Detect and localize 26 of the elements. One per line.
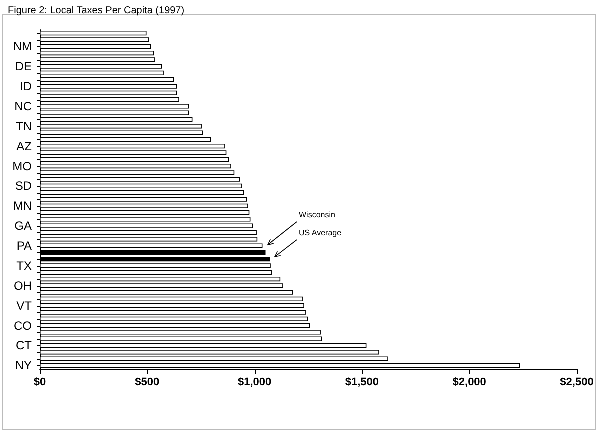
y-tick-label: AZ <box>16 139 32 154</box>
y-tick-label: VT <box>16 298 33 313</box>
x-tick-label: $0 <box>34 376 46 388</box>
annotation: US Average <box>299 228 342 238</box>
y-tick-label: GA <box>14 219 32 234</box>
x-tick-label: $1,000 <box>238 376 272 388</box>
y-tick-label: DE <box>15 60 32 74</box>
y-tick-label: OH <box>14 278 32 293</box>
x-tick-label: $500 <box>135 376 160 388</box>
y-tick-label: CO <box>14 318 32 333</box>
annotation: Wisconsin <box>299 210 336 220</box>
y-tick-label: PA <box>16 239 32 254</box>
y-tick-label: NY <box>15 358 32 373</box>
y-tick-label: NM <box>13 40 32 54</box>
y-tick-label: MN <box>13 199 32 214</box>
x-tick-label: $1,500 <box>345 376 380 388</box>
x-tick-label: $2,500 <box>560 376 594 388</box>
y-tick-label: NC <box>14 99 32 114</box>
y-tick-label: SD <box>15 179 32 194</box>
y-tick-label: MO <box>12 159 32 174</box>
y-tick-label: TN <box>16 119 32 134</box>
y-tick-label: TX <box>16 258 32 273</box>
x-tick-label: $2,000 <box>452 376 486 388</box>
y-tick-label: CT <box>16 338 33 353</box>
y-tick-label: ID <box>20 80 32 94</box>
chart-title: Figure 2: Local Taxes Per Capita (1997) <box>8 6 185 16</box>
